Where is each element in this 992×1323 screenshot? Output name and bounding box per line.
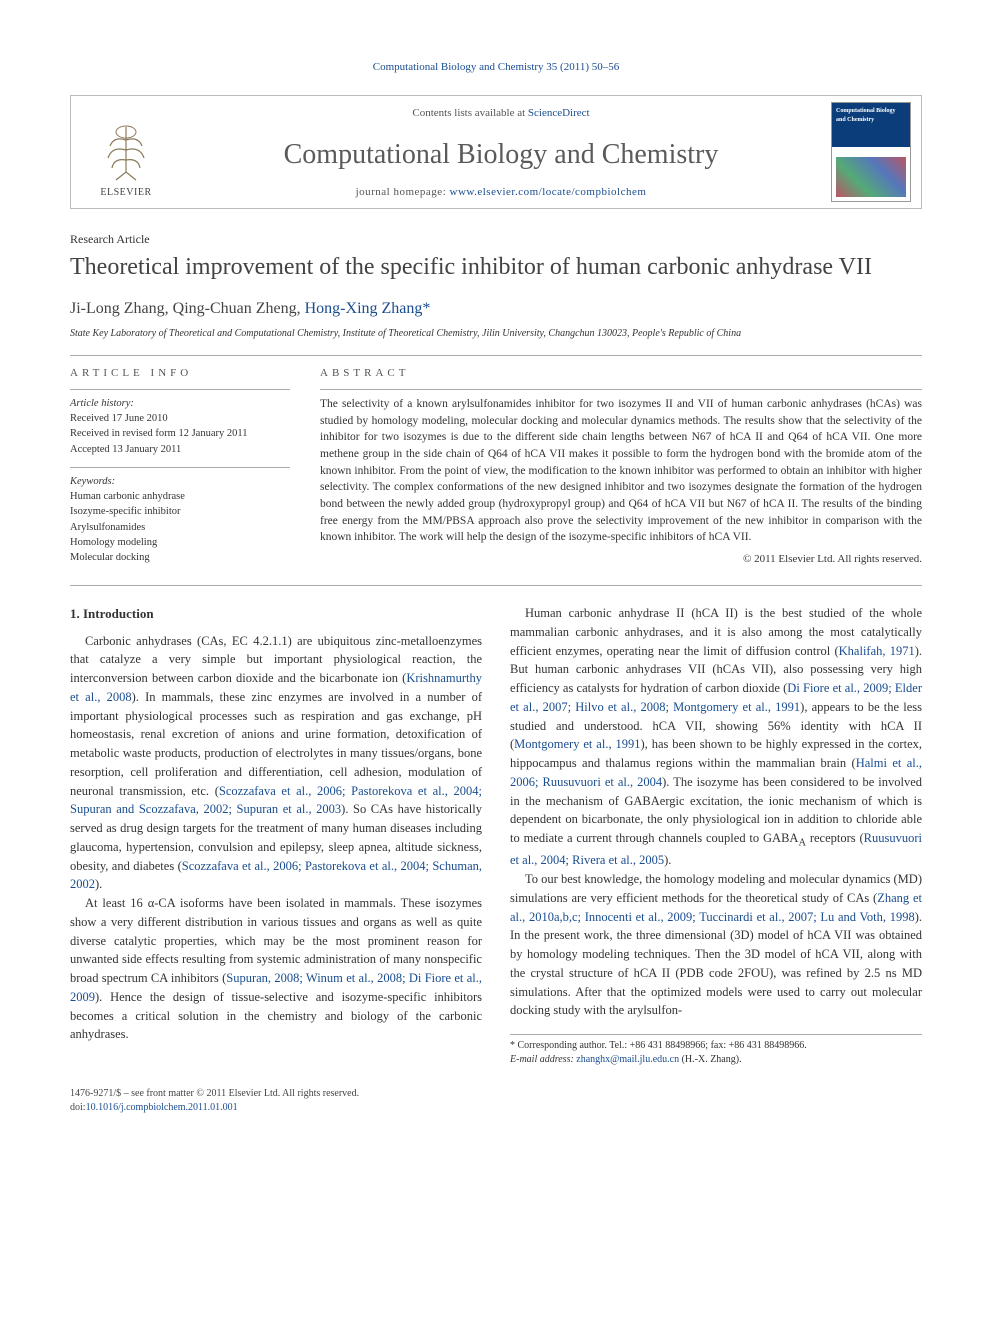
running-head: Computational Biology and Chemistry 35 (…: [70, 60, 922, 75]
masthead-center: Contents lists available at ScienceDirec…: [181, 96, 821, 208]
email-label: E-mail address:: [510, 1054, 576, 1065]
publisher-block: ELSEVIER: [71, 96, 181, 208]
keyword: Human carbonic anhydrase: [70, 489, 290, 504]
abstract-heading: abstract: [320, 366, 922, 381]
cover-thumb: Computational Biology and Chemistry: [831, 102, 911, 202]
corresponding-author-link[interactable]: Hong-Xing Zhang: [305, 300, 423, 317]
article-type: Research Article: [70, 231, 922, 248]
corr-marker-link[interactable]: *: [422, 300, 430, 317]
email-suffix: (H.-X. Zhang).: [679, 1054, 741, 1065]
subscript: A: [798, 838, 806, 849]
affiliation: State Key Laboratory of Theoretical and …: [70, 327, 922, 341]
doi-prefix: doi:: [70, 1102, 86, 1113]
t: ). Hence the design of tissue-selective …: [70, 990, 482, 1042]
history-label: Article history:: [70, 396, 290, 411]
body-columns: 1. Introduction Carbonic anhydrases (CAs…: [70, 604, 922, 1067]
running-head-journal-link[interactable]: Computational Biology and Chemistry 35 (…: [373, 61, 619, 73]
abstract-copyright: © 2011 Elsevier Ltd. All rights reserved…: [320, 552, 922, 567]
email-link[interactable]: zhanghx@mail.jlu.edu.cn: [576, 1054, 679, 1065]
footnote-text: Corresponding author. Tel.: +86 431 8849…: [515, 1040, 807, 1051]
homepage-link[interactable]: www.elsevier.com/locate/compbiolchem: [450, 186, 647, 198]
ref-link[interactable]: Montgomery et al., 1991: [514, 737, 640, 751]
history-item: Accepted 13 January 2011: [70, 442, 290, 457]
keyword: Isozyme-specific inhibitor: [70, 504, 290, 519]
para-4: To our best knowledge, the homology mode…: [510, 870, 922, 1020]
homepage-prefix: journal homepage:: [356, 186, 450, 198]
history-item: Received in revised form 12 January 2011: [70, 426, 290, 441]
contents-prefix: Contents lists available at: [412, 107, 527, 119]
section-heading: 1. Introduction: [70, 604, 482, 624]
cover-thumb-block: Computational Biology and Chemistry: [821, 96, 921, 208]
abstract-col: abstract The selectivity of a known aryl…: [320, 366, 922, 576]
publisher-label: ELSEVIER: [100, 186, 151, 200]
article-info-col: article info Article history: Received 1…: [70, 366, 290, 576]
sciencedirect-link[interactable]: ScienceDirect: [528, 107, 590, 119]
history-item: Received 17 June 2010: [70, 411, 290, 426]
journal-title: Computational Biology and Chemistry: [189, 135, 813, 174]
t: ).: [95, 877, 102, 891]
keyword: Arylsulfonamides: [70, 520, 290, 535]
doi-link[interactable]: 10.1016/j.compbiolchem.2011.01.001: [86, 1102, 238, 1113]
para-2: At least 16 α-CA isoforms have been isol…: [70, 894, 482, 1044]
contents-line: Contents lists available at ScienceDirec…: [189, 106, 813, 121]
t: receptors (: [806, 831, 864, 845]
bottom-matter: 1476-9271/$ – see front matter © 2011 El…: [70, 1087, 922, 1115]
keyword: Molecular docking: [70, 550, 290, 565]
article-info-heading: article info: [70, 366, 290, 381]
t: ). In the present work, the three dimens…: [510, 910, 922, 1018]
rule-bottom: [70, 585, 922, 586]
cover-thumb-image: [836, 157, 906, 197]
authors-plain: Ji-Long Zhang, Qing-Chuan Zheng,: [70, 300, 305, 317]
article-title: Theoretical improvement of the specific …: [70, 252, 922, 282]
ref-link[interactable]: Khalifah, 1971: [839, 644, 915, 658]
elsevier-tree-icon: [96, 122, 156, 182]
keywords-label: Keywords:: [70, 474, 290, 489]
footnotes: * Corresponding author. Tel.: +86 431 88…: [510, 1034, 922, 1067]
masthead: ELSEVIER Contents lists available at Sci…: [70, 95, 922, 209]
para-3: Human carbonic anhydrase II (hCA II) is …: [510, 604, 922, 870]
info-abstract-row: article info Article history: Received 1…: [70, 366, 922, 576]
corr-footnote: * Corresponding author. Tel.: +86 431 88…: [510, 1039, 922, 1053]
t: ).: [664, 853, 671, 867]
history-block: Article history: Received 17 June 2010 R…: [70, 389, 290, 457]
page: Computational Biology and Chemistry 35 (…: [0, 0, 992, 1155]
para-1: Carbonic anhydrases (CAs, EC 4.2.1.1) ar…: [70, 632, 482, 895]
authors: Ji-Long Zhang, Qing-Chuan Zheng, Hong-Xi…: [70, 298, 922, 320]
abstract-text: The selectivity of a known arylsulfonami…: [320, 389, 922, 546]
rule-top: [70, 355, 922, 356]
t: ). In mammals, these zinc enzymes are in…: [70, 690, 482, 798]
cover-thumb-title: Computational Biology and Chemistry: [832, 103, 910, 128]
email-footnote: E-mail address: zhanghx@mail.jlu.edu.cn …: [510, 1053, 922, 1067]
homepage-line: journal homepage: www.elsevier.com/locat…: [189, 185, 813, 200]
doi-line: doi:10.1016/j.compbiolchem.2011.01.001: [70, 1101, 922, 1115]
keywords-block: Keywords: Human carbonic anhydrase Isozy…: [70, 467, 290, 565]
t: To our best knowledge, the homology mode…: [510, 872, 922, 905]
front-matter-line: 1476-9271/$ – see front matter © 2011 El…: [70, 1087, 922, 1101]
keyword: Homology modeling: [70, 535, 290, 550]
